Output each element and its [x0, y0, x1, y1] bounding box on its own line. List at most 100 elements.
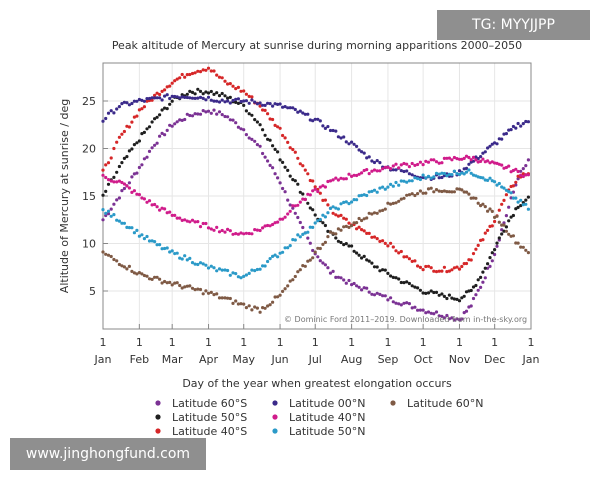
- data-point: [360, 150, 364, 154]
- data-point: [352, 173, 356, 177]
- x-tick-label: 1: [348, 336, 355, 349]
- data-point: [455, 172, 459, 176]
- data-point: [486, 228, 490, 232]
- data-point: [421, 191, 425, 195]
- data-point: [342, 135, 346, 139]
- data-point: [490, 251, 494, 255]
- data-point: [244, 231, 248, 235]
- data-point: [101, 208, 105, 212]
- data-point: [175, 281, 179, 285]
- data-point: [244, 92, 248, 96]
- data-point: [135, 141, 139, 145]
- data-point: [339, 202, 343, 206]
- data-point: [160, 89, 164, 93]
- data-point: [321, 221, 325, 225]
- data-point: [386, 201, 390, 205]
- data-point: [437, 314, 441, 318]
- data-point: [360, 256, 364, 260]
- data-point: [418, 177, 422, 182]
- data-point: [226, 99, 230, 103]
- data-point: [288, 106, 292, 110]
- data-point: [220, 76, 224, 80]
- data-point: [183, 95, 187, 99]
- data-point: [413, 163, 417, 167]
- data-point: [462, 294, 466, 298]
- data-point: [190, 71, 195, 76]
- data-point: [334, 206, 338, 210]
- data-point: [352, 142, 356, 146]
- data-point: [122, 100, 126, 104]
- data-point: [239, 99, 243, 104]
- data-point: [450, 316, 454, 320]
- data-point: [386, 185, 390, 189]
- data-point: [193, 71, 197, 75]
- data-point: [244, 109, 248, 113]
- legend-marker: [390, 400, 396, 406]
- data-point: [253, 118, 257, 122]
- data-point: [500, 137, 504, 141]
- data-point: [212, 228, 216, 232]
- data-point: [442, 156, 446, 160]
- data-point: [206, 109, 211, 113]
- data-point: [440, 292, 444, 296]
- data-point: [180, 93, 184, 97]
- data-point: [175, 120, 179, 124]
- data-point: [217, 75, 222, 79]
- data-point: [507, 219, 511, 223]
- data-point: [342, 243, 346, 247]
- data-point: [399, 169, 403, 173]
- data-point: [212, 108, 216, 112]
- data-point: [497, 236, 501, 240]
- data-point: [250, 98, 254, 102]
- data-point: [268, 257, 272, 261]
- data-point: [367, 259, 371, 263]
- data-point: [117, 219, 121, 223]
- data-point: [331, 178, 335, 182]
- data-point: [397, 166, 401, 170]
- data-point: [201, 109, 205, 113]
- data-point: [130, 120, 134, 124]
- data-point: [407, 281, 411, 286]
- data-point: [464, 166, 469, 170]
- data-point: [125, 184, 129, 188]
- data-point: [389, 167, 393, 171]
- data-point: [236, 302, 240, 306]
- data-point: [301, 232, 305, 236]
- data-point: [375, 190, 379, 194]
- data-point: [481, 280, 485, 284]
- data-point: [261, 226, 265, 230]
- data-point: [178, 283, 182, 288]
- data-point: [497, 220, 501, 224]
- data-point: [394, 249, 398, 253]
- data-point: [318, 217, 322, 222]
- data-point: [383, 187, 387, 191]
- data-point: [306, 236, 310, 240]
- data-point: [106, 161, 111, 165]
- data-point: [495, 241, 499, 245]
- data-point: [342, 216, 346, 220]
- data-point: [155, 275, 159, 279]
- data-point: [440, 314, 444, 318]
- data-point: [268, 163, 272, 167]
- data-point: [253, 100, 257, 104]
- data-point: [125, 101, 129, 105]
- axis-ticks: 5 10 15 20 25 1 Jan 1 Feb 1 Mar 1 Apr 1 May 1 Jun 1 Jul 1 Au…: [82, 95, 540, 366]
- data-point: [298, 190, 302, 194]
- data-point: [467, 192, 471, 196]
- data-point: [460, 296, 464, 300]
- data-point: [521, 122, 525, 126]
- data-point: [220, 91, 224, 96]
- data-point: [471, 155, 476, 159]
- data-point: [271, 254, 275, 258]
- data-point: [370, 189, 374, 193]
- data-point: [153, 93, 157, 97]
- data-point: [115, 170, 119, 174]
- data-point: [328, 128, 333, 133]
- data-point: [198, 89, 203, 93]
- data-point: [493, 248, 497, 252]
- data-point: [165, 128, 169, 132]
- data-point: [500, 228, 504, 232]
- data-point: [147, 239, 152, 243]
- data-point: [135, 228, 139, 232]
- data-point: [283, 246, 287, 250]
